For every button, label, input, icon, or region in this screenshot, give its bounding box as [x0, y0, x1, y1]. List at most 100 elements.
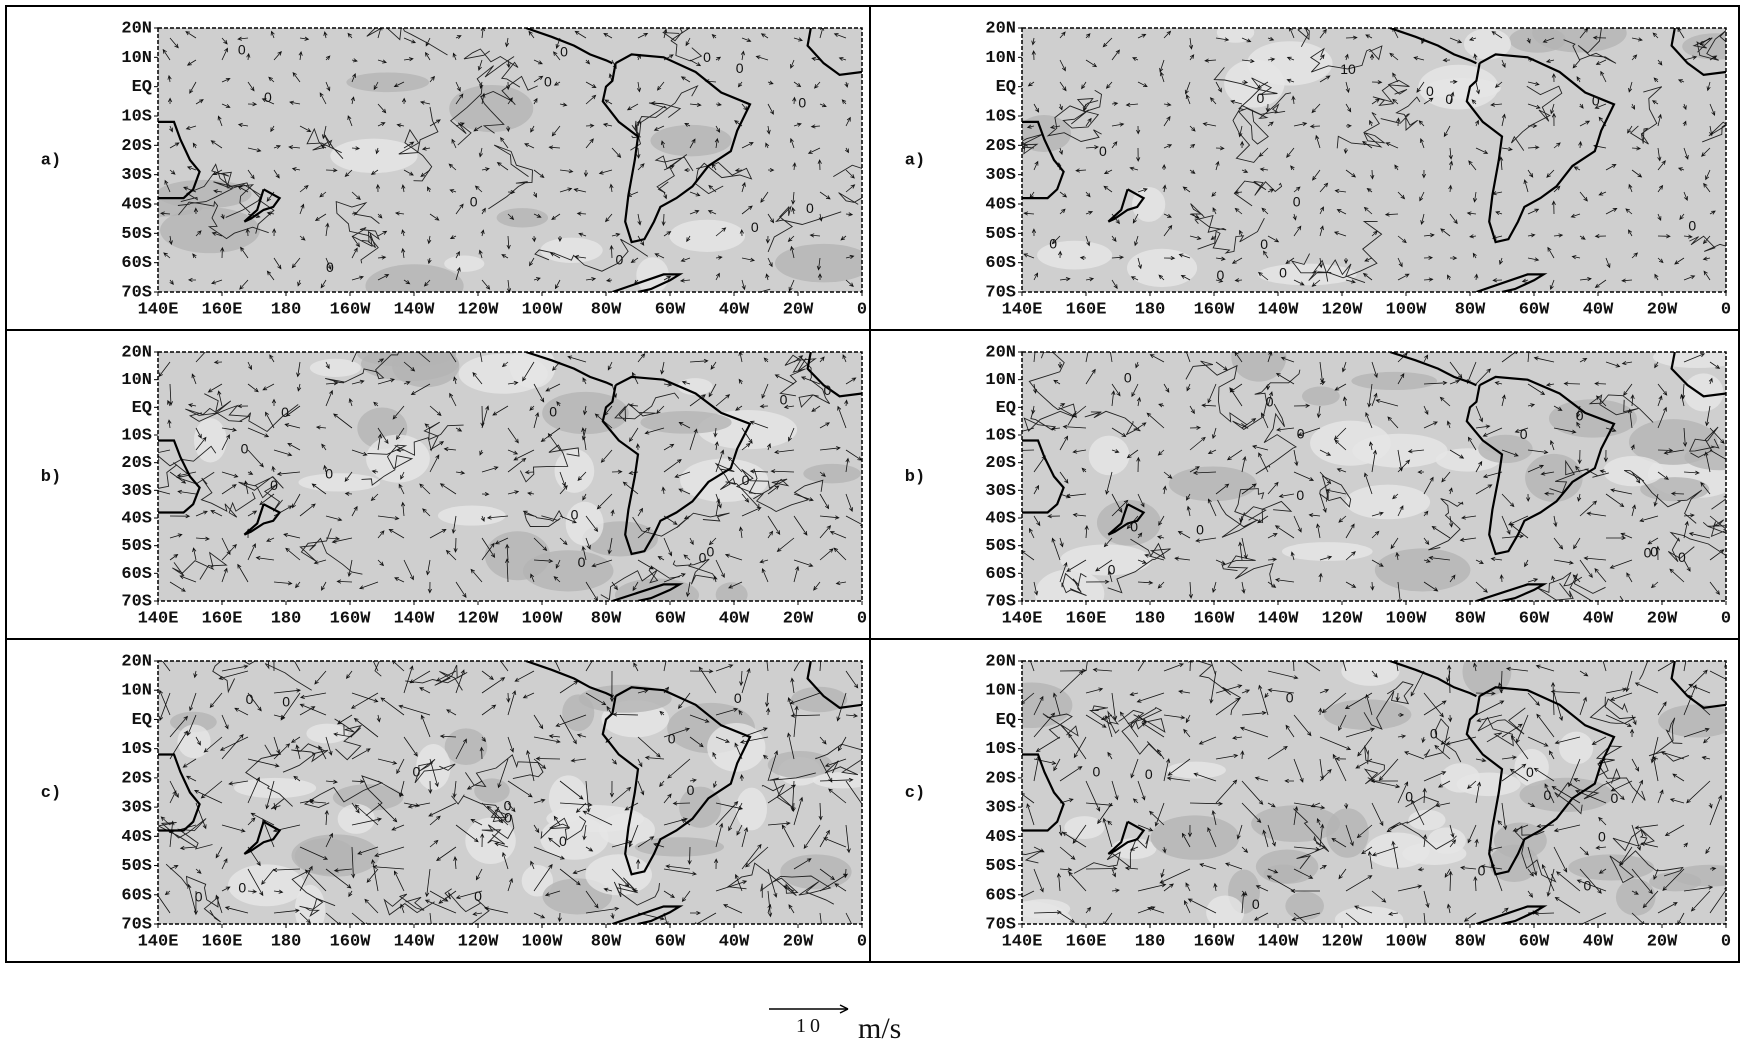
wind-vector — [715, 227, 727, 237]
wind-vector — [429, 119, 441, 127]
wind-vector — [1285, 257, 1295, 265]
wind-vector — [1553, 824, 1581, 833]
contour-label: 0 — [1526, 764, 1534, 780]
wind-vector — [1397, 712, 1405, 718]
wind-vector — [293, 775, 301, 782]
wind-vector — [1366, 187, 1373, 193]
wind-vector — [314, 670, 327, 685]
contour-label: 0 — [470, 194, 478, 210]
wind-vector — [1111, 101, 1119, 106]
lat-tick-label: 60S — [985, 886, 1016, 905]
wind-vector — [1166, 776, 1191, 782]
wind-vector — [401, 184, 406, 193]
lon-tick-label: 60W — [655, 932, 686, 951]
wind-vector — [1446, 420, 1451, 429]
wind-vector — [1704, 451, 1711, 473]
wind-vector — [1623, 383, 1633, 396]
wind-vector — [1162, 846, 1167, 854]
wind-vector — [1059, 31, 1066, 39]
wind-vector — [760, 191, 769, 203]
wind-vector — [1423, 354, 1429, 363]
lon-tick-label: 60W — [1519, 300, 1550, 319]
wind-vector — [766, 125, 771, 135]
wind-vector — [1188, 581, 1193, 599]
wind-vector — [1189, 436, 1206, 451]
wind-vector — [1345, 103, 1352, 113]
shading — [437, 505, 506, 526]
wind-vector — [320, 279, 327, 289]
wind-vector — [1111, 255, 1125, 260]
wind-vector — [1085, 906, 1092, 914]
wind-vector — [611, 758, 618, 765]
wind-vector — [1384, 212, 1399, 217]
shading — [1568, 854, 1655, 881]
wind-vector — [600, 449, 613, 463]
wind-vector — [1215, 483, 1230, 495]
wind-vector — [793, 705, 799, 738]
wind-vector — [533, 383, 545, 403]
wind-vector — [632, 581, 639, 592]
lat-tick-label: 30S — [985, 799, 1016, 818]
shading — [1615, 878, 1656, 916]
lon-tick-label: 140E — [138, 609, 179, 628]
wind-vector — [1189, 801, 1224, 806]
wind-vector — [1343, 258, 1349, 265]
wind-vector — [262, 383, 275, 391]
contour-label: 0 — [195, 888, 203, 904]
panel-label: a) — [905, 151, 925, 170]
wind-vector — [377, 122, 386, 127]
wind-vector — [1449, 574, 1456, 583]
wind-vector — [1132, 798, 1139, 804]
lat-tick-label: 40S — [985, 828, 1016, 847]
wind-vector — [1319, 225, 1324, 237]
wind-vector — [419, 100, 431, 105]
wind-vector — [739, 670, 744, 687]
wind-vector — [1031, 228, 1037, 237]
wind-vector — [1591, 736, 1607, 745]
wind-vector — [455, 250, 460, 259]
lon-tick-label: 80W — [1455, 609, 1486, 628]
wind-vector — [1605, 361, 1621, 368]
coastline — [1465, 53, 1616, 244]
wind-vector — [819, 422, 831, 429]
wind-vector — [486, 805, 509, 826]
contour-line — [212, 661, 312, 694]
wind-vector — [845, 184, 856, 193]
wind-vector — [1631, 912, 1645, 924]
contour-label: 0 — [703, 49, 711, 65]
wind-vector — [255, 555, 275, 561]
wind-vector — [272, 802, 277, 811]
wind-vector — [765, 142, 770, 149]
shading — [736, 787, 768, 831]
wind-vector — [689, 394, 706, 407]
wind-vector — [1630, 444, 1635, 451]
wind-vector — [1267, 670, 1299, 680]
wind-vector — [1361, 846, 1373, 855]
wind-vector — [1563, 381, 1581, 386]
shading — [634, 837, 725, 857]
wind-vector — [637, 736, 661, 758]
wind-vector — [192, 253, 197, 259]
wind-vector — [844, 399, 849, 407]
wind-vector — [272, 867, 301, 873]
wind-vector — [1028, 527, 1035, 539]
wind-vector — [1594, 381, 1607, 386]
wind-vector — [767, 167, 775, 173]
wind-vector — [1547, 246, 1555, 259]
wind-vector — [506, 235, 511, 250]
wind-vector — [324, 809, 329, 826]
wind-vector — [1163, 663, 1184, 672]
wind-vector — [1371, 780, 1401, 789]
contour-line — [1477, 707, 1526, 747]
contour-line — [449, 56, 515, 146]
wind-vector — [759, 404, 769, 409]
contour-line — [463, 48, 521, 88]
wind-vector — [373, 401, 379, 407]
contour-line — [1309, 45, 1383, 73]
wind-vector — [1688, 683, 1711, 694]
wind-vector — [507, 802, 516, 813]
lon-tick-label: 140W — [394, 609, 436, 628]
contour-line — [1510, 85, 1563, 151]
wind-vector — [451, 138, 457, 149]
wind-vector — [1033, 103, 1040, 113]
